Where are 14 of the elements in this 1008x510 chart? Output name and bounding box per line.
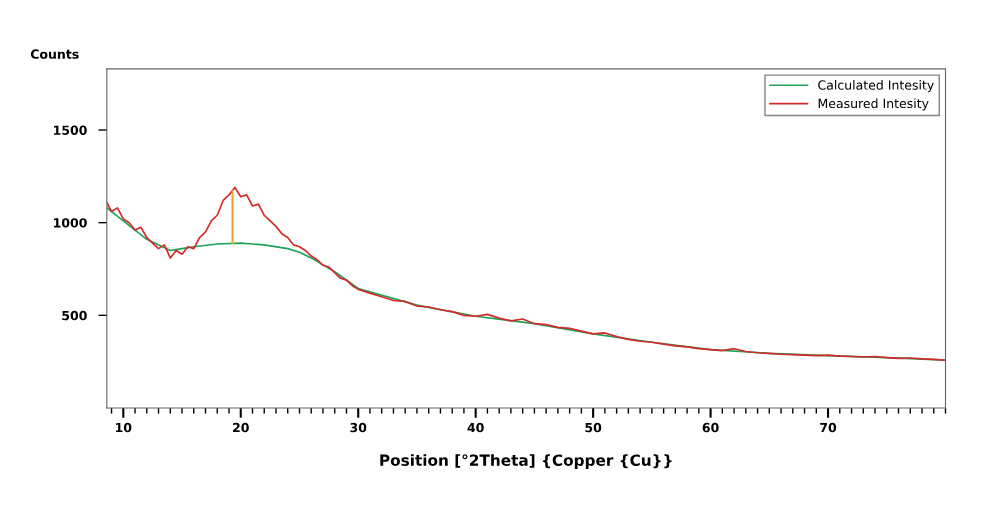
y-axis-title: Counts — [30, 49, 79, 59]
y-tick-label: 500 — [62, 310, 87, 321]
legend-label: Calculated Intesity — [818, 80, 934, 93]
x-tick-label: 20 — [233, 422, 249, 433]
y-tick-label: 1000 — [54, 218, 87, 228]
legend-label: Measured Intesity — [818, 98, 929, 111]
x-tick-label: 10 — [116, 422, 132, 433]
x-tick-label: 40 — [467, 422, 484, 433]
y-tick-label: 1500 — [54, 125, 87, 135]
x-tick-label: 60 — [702, 422, 719, 433]
x-tick-label: 50 — [585, 422, 602, 433]
x-tick-label: 30 — [350, 422, 367, 433]
x-tick-label: 70 — [820, 422, 837, 433]
x-axis-title: Position [°2Theta] {Copper {Cu}} — [380, 454, 672, 469]
